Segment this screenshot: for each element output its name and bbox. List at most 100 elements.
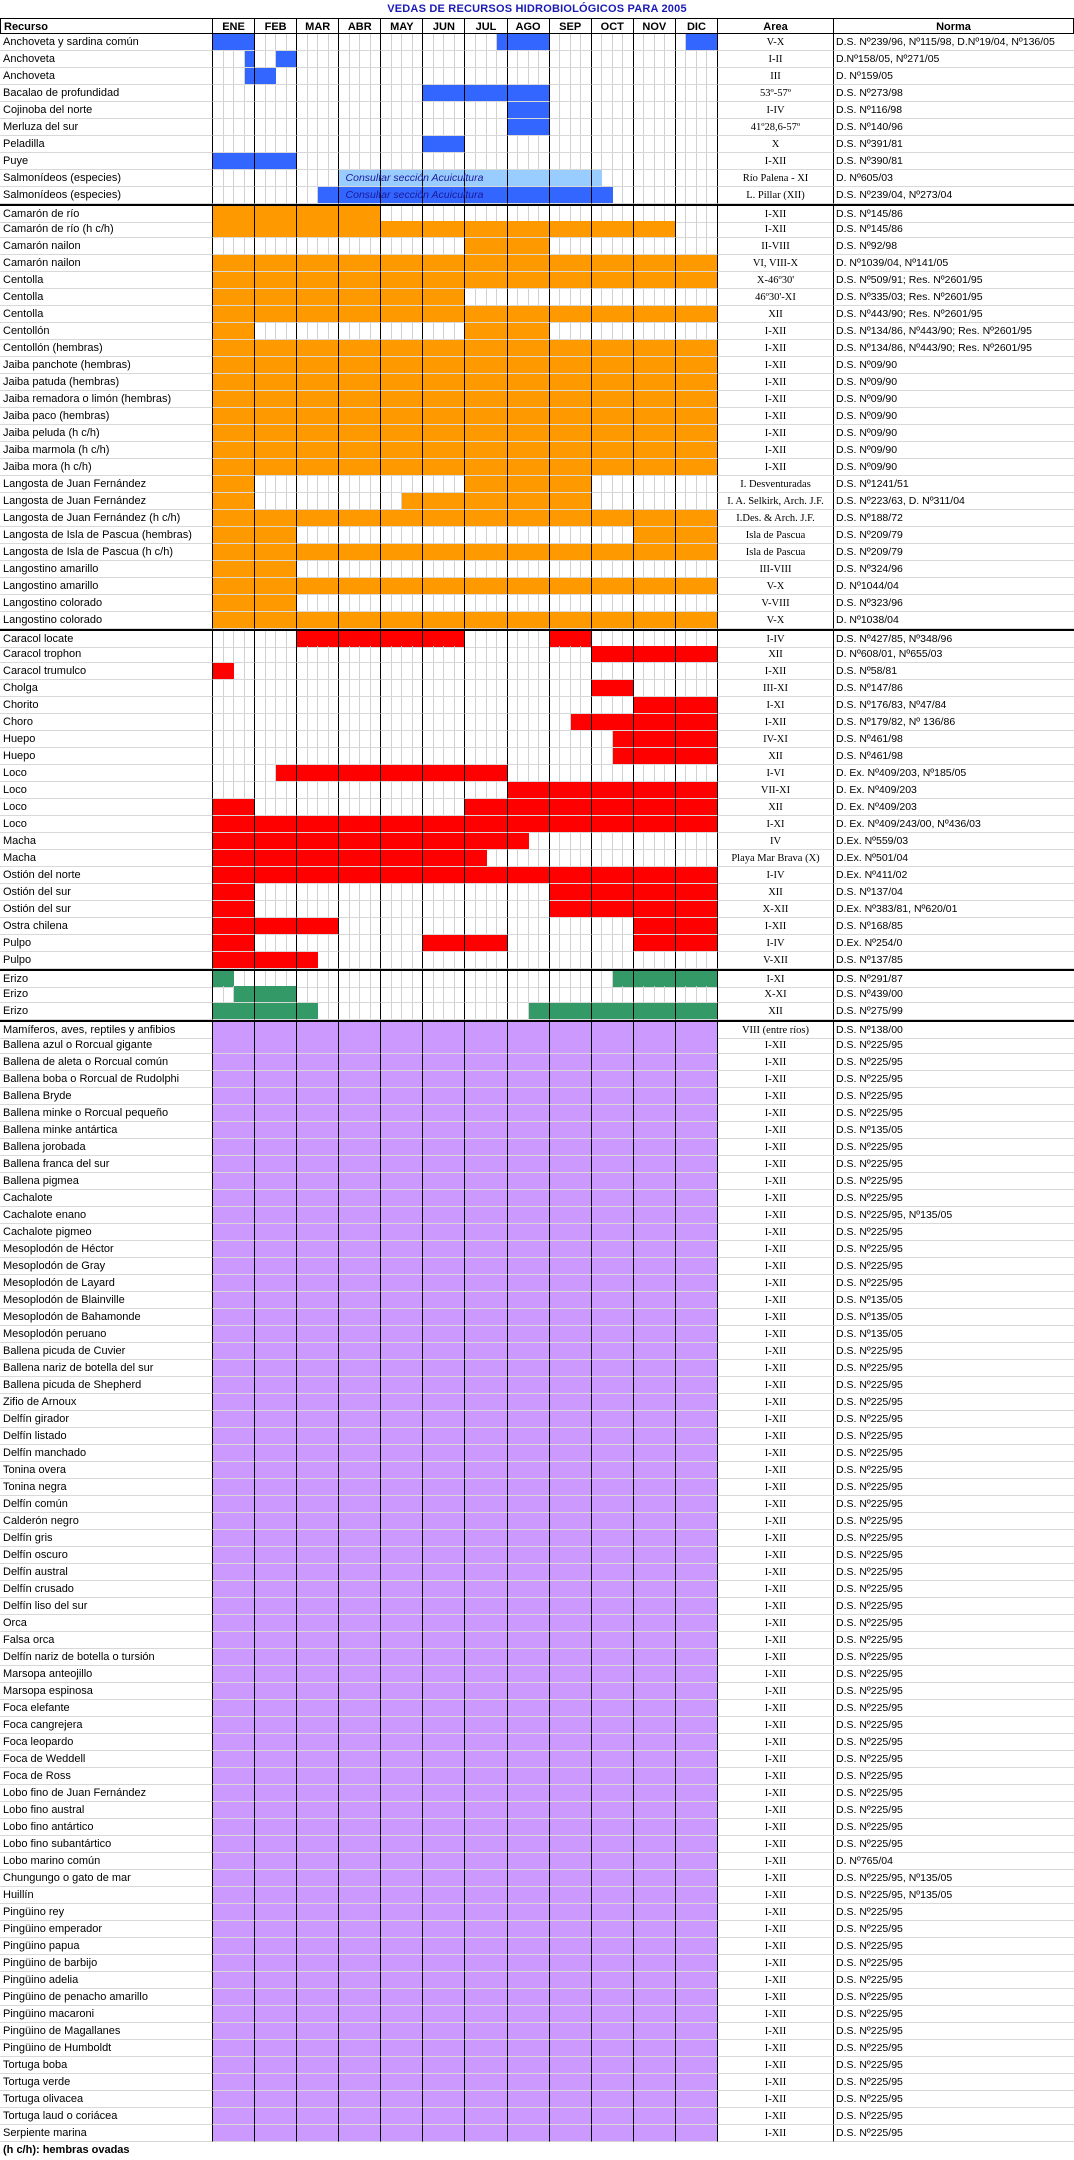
veda-period-mark [528, 799, 540, 815]
veda-period-mark [423, 306, 434, 322]
area-cell: 53º-57º [718, 85, 834, 102]
open-period-mark [308, 697, 319, 713]
open-period-mark [329, 595, 339, 611]
open-period-mark [255, 663, 266, 679]
veda-period-mark [518, 34, 529, 50]
veda-period-mark [539, 1224, 549, 1240]
open-period-mark [444, 1003, 455, 1019]
month-cell [339, 663, 382, 680]
month-cell [297, 85, 340, 102]
month-cell [633, 425, 676, 442]
open-period-mark [360, 153, 371, 169]
open-period-mark [539, 833, 549, 849]
veda-period-mark [675, 391, 687, 407]
veda-period-mark [486, 1309, 498, 1325]
month-cell [507, 867, 550, 884]
veda-period-mark [244, 1241, 255, 1257]
month-cell [675, 986, 718, 1003]
open-period-mark [487, 119, 498, 135]
norma-cell: D.S. Nº461/98 [834, 731, 1074, 748]
veda-period-mark [549, 425, 561, 441]
veda-period-mark [518, 119, 529, 135]
month-cell [255, 799, 298, 816]
area-cell: I-II [718, 51, 834, 68]
open-period-mark [402, 34, 413, 50]
veda-period-mark [328, 391, 339, 407]
month-cell [255, 408, 298, 425]
veda-period-mark [465, 544, 476, 560]
open-period-mark [686, 631, 697, 647]
open-period-mark [402, 646, 413, 662]
veda-period-mark [602, 1207, 613, 1223]
open-period-mark [224, 646, 235, 662]
veda-period-mark [223, 1122, 235, 1138]
veda-period-mark [328, 833, 339, 849]
veda-period-mark [612, 272, 624, 288]
veda-period-mark [612, 646, 624, 662]
veda-period-mark [339, 631, 350, 647]
area-cell: XII [718, 884, 834, 901]
open-period-mark [287, 631, 297, 647]
open-period-mark [234, 663, 245, 679]
month-cell [465, 119, 508, 136]
month-cell [255, 255, 298, 272]
month-cell [633, 187, 676, 204]
month-cell [507, 918, 550, 935]
open-period-mark [339, 646, 350, 662]
month-cell [255, 544, 298, 561]
month-cell [339, 187, 382, 204]
veda-period-mark [591, 391, 603, 407]
month-cell [633, 102, 676, 119]
open-period-mark [465, 952, 476, 968]
recurso-cell: Pulpo [0, 952, 213, 969]
month-cell [465, 816, 508, 833]
open-period-mark [665, 238, 675, 254]
month-cell [591, 1258, 634, 1275]
veda-period-mark [213, 1037, 224, 1053]
veda-period-mark [339, 425, 350, 441]
open-period-mark [581, 119, 591, 135]
open-period-mark [413, 561, 423, 577]
open-period-mark [529, 68, 540, 84]
table-row: Mesoplodón de Gray I-XII D.S. Nº225/95 [0, 1258, 1074, 1275]
open-period-mark [550, 850, 561, 866]
veda-period-mark [707, 340, 717, 356]
month-cell [297, 816, 340, 833]
veda-period-mark [244, 459, 255, 475]
open-period-mark [423, 663, 434, 679]
veda-period-mark [444, 221, 455, 237]
open-period-mark [550, 85, 561, 101]
open-period-mark [676, 631, 687, 647]
open-period-mark [413, 85, 423, 101]
open-period-mark [434, 986, 445, 1002]
veda-period-mark [507, 578, 519, 594]
month-cell [213, 935, 256, 952]
veda-period-mark [454, 408, 465, 424]
veda-period-mark [370, 170, 381, 186]
open-period-mark [644, 476, 655, 492]
veda-period-mark [297, 1022, 308, 1038]
open-period-mark [539, 935, 549, 951]
veda-period-mark [423, 578, 434, 594]
veda-period-mark [213, 1343, 224, 1359]
veda-period-mark [297, 1309, 308, 1325]
veda-period-mark [402, 1275, 413, 1291]
veda-period-mark [602, 1088, 613, 1104]
month-cell [339, 153, 382, 170]
veda-period-mark [318, 1241, 329, 1257]
open-period-mark [402, 952, 413, 968]
veda-period-mark [644, 971, 655, 987]
month-cell [297, 476, 340, 493]
veda-period-mark [581, 1275, 591, 1291]
month-cell [297, 748, 340, 765]
veda-period-mark [255, 986, 266, 1002]
veda-period-mark [549, 306, 561, 322]
veda-period-mark [276, 153, 287, 169]
open-period-mark [529, 748, 540, 764]
open-period-mark [644, 85, 655, 101]
open-period-mark [487, 102, 498, 118]
open-period-mark [360, 901, 371, 917]
veda-period-mark [581, 187, 591, 203]
open-period-mark [581, 748, 591, 764]
month-cell [549, 765, 592, 782]
